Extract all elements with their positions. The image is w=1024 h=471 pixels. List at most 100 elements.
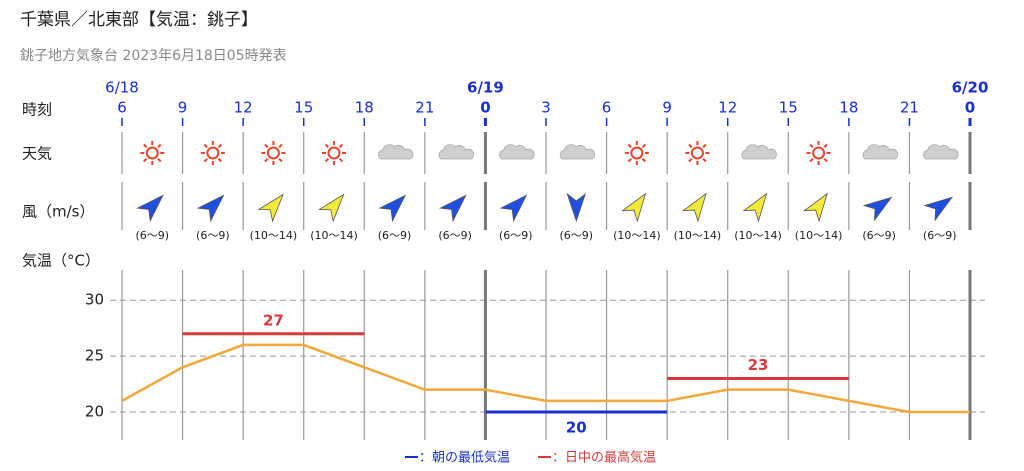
sun-ray: [143, 157, 148, 163]
sun-ray: [203, 143, 208, 149]
sun-ray: [324, 157, 330, 163]
date-label: 6/19: [467, 79, 504, 97]
sun-core: [266, 146, 280, 160]
weather-icon: [140, 141, 165, 165]
wind-label: (10〜14): [613, 229, 661, 242]
sun-ray: [278, 143, 283, 149]
wind-arrow: [438, 194, 467, 223]
wind-label: (6〜9): [862, 229, 896, 242]
wind-arrow: [499, 194, 528, 223]
sun-ray: [809, 143, 814, 149]
sun-ray: [143, 143, 148, 149]
weather-icon: [499, 144, 535, 160]
wind-arrow: [621, 192, 647, 223]
cloud: [741, 144, 777, 160]
weather-icon: [685, 141, 710, 165]
hour-label: 0: [965, 99, 975, 117]
row-label: 風（m/s）: [22, 203, 94, 221]
hour-label: 15: [779, 99, 798, 117]
cloud: [862, 144, 898, 160]
wind-arrow: [923, 196, 954, 222]
sun-ray: [264, 143, 269, 149]
sun-ray: [823, 143, 828, 149]
sun-ray: [688, 157, 693, 163]
cloud: [438, 144, 474, 160]
extreme-label: 20: [566, 419, 587, 437]
wind-label: (6〜9): [378, 229, 412, 242]
title: 千葉県／北東部【気温：銚子】: [20, 10, 258, 30]
date-label: 6/20: [952, 79, 989, 97]
hour-label: 6: [117, 99, 127, 117]
weather-icon: [261, 141, 286, 165]
wind-label: (10〜14): [250, 229, 298, 242]
weather-icon: [806, 141, 831, 165]
wind-arrow: [257, 193, 284, 223]
sun-core: [145, 146, 159, 160]
sun-core: [812, 146, 826, 160]
weather-icon: [624, 141, 649, 165]
extreme-label: 27: [263, 311, 284, 329]
sun-core: [327, 146, 341, 160]
sun-ray: [702, 143, 707, 149]
sun-ray: [217, 143, 223, 149]
date-label: 6/18: [105, 79, 139, 97]
sun-ray: [641, 157, 647, 163]
wind-arrow: [318, 193, 345, 223]
weather-icon: [438, 144, 474, 160]
cloud: [923, 144, 959, 160]
sun-ray: [627, 157, 632, 163]
subtitle: 銚子地方気象台 2023年6月18日05時発表: [20, 48, 287, 64]
wind-arrow: [681, 192, 707, 223]
sun-ray: [809, 157, 814, 163]
hour-label: 21: [900, 99, 919, 117]
hour-label: 12: [718, 99, 737, 117]
wind-label: (6〜9): [135, 229, 169, 242]
weather-icon: [322, 141, 346, 165]
wind-arrow: [196, 194, 225, 223]
row-label: 天気: [22, 145, 52, 163]
wind-label: (6〜9): [923, 229, 957, 242]
wind-arrow: [378, 194, 407, 223]
hour-label: 0: [480, 99, 490, 117]
y-tick-label: 20: [85, 403, 104, 421]
weather-icon: [862, 144, 898, 160]
sun-ray: [641, 143, 647, 149]
weather-icon: [741, 144, 777, 160]
wind-arrow: [566, 192, 587, 223]
sun-ray: [324, 143, 330, 149]
weather-icon: [200, 141, 225, 165]
hour-label: 3: [541, 99, 551, 117]
sun-ray: [157, 143, 162, 149]
wind-label: (6〜9): [196, 229, 230, 242]
weather-icon: [378, 144, 414, 160]
sun-ray: [217, 157, 223, 163]
hour-label: 12: [234, 99, 253, 117]
sun-ray: [203, 157, 208, 163]
weather-icon: [923, 144, 959, 160]
wind-arrow: [136, 194, 164, 223]
sun-ray: [264, 157, 269, 163]
hour-label: 15: [294, 99, 313, 117]
hour-label: 18: [355, 99, 374, 117]
hour-label: 18: [839, 99, 858, 117]
wind-label: (10〜14): [310, 229, 358, 242]
hour-label: 9: [178, 99, 188, 117]
wind-label: (6〜9): [559, 229, 593, 242]
hour-label: 6: [602, 99, 612, 117]
extreme-label: 23: [748, 356, 769, 374]
temperature-line: [121, 343, 970, 414]
legend-label: ：朝の最低気温: [419, 450, 510, 466]
sun-core: [206, 146, 220, 160]
cloud: [559, 144, 596, 160]
sun-ray: [702, 157, 707, 163]
row-label: 時刻: [22, 101, 52, 119]
wind-label: (10〜14): [734, 229, 782, 242]
y-tick-label: 30: [85, 291, 104, 309]
sun-ray: [278, 157, 283, 163]
legend-label: ：日中の最高気温: [552, 450, 656, 466]
wind-label: (6〜9): [499, 229, 533, 242]
sun-core: [630, 146, 644, 160]
cloud: [378, 144, 414, 160]
